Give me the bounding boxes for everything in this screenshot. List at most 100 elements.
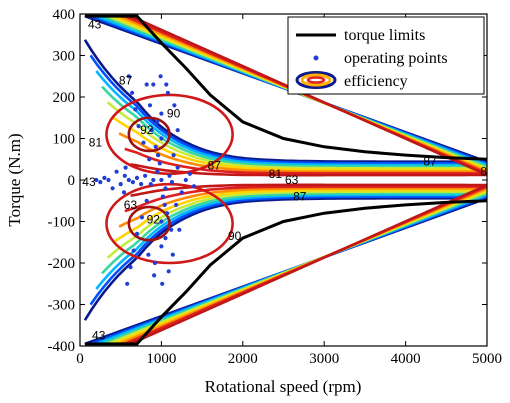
operating-point <box>152 260 157 266</box>
operating-point <box>144 82 149 87</box>
contour-label: 87 <box>208 158 222 172</box>
operating-point <box>160 281 165 286</box>
contour-label: 63 <box>124 198 138 212</box>
operating-point <box>118 182 123 187</box>
x-tick-label: 5000 <box>472 351 502 367</box>
operating-point <box>139 182 144 187</box>
contour-label: 43 <box>92 329 106 343</box>
contour-label: 43 <box>88 17 102 31</box>
contour-label: 92 <box>147 212 161 226</box>
efficiency-contour-line <box>89 195 487 346</box>
operating-point <box>166 269 171 274</box>
efficiency-contour-line <box>129 183 487 346</box>
x-tick-label: 4000 <box>391 351 421 367</box>
operating-point <box>131 248 136 253</box>
operating-point <box>157 161 162 166</box>
operating-point <box>147 157 152 162</box>
operating-point <box>175 128 180 133</box>
operating-point <box>174 202 179 207</box>
contour-label: 92 <box>140 123 154 137</box>
y-tick-label: -100 <box>48 215 76 231</box>
operating-point <box>163 186 168 191</box>
operating-point <box>159 219 164 224</box>
operating-point <box>153 144 158 149</box>
efficiency-contour-line <box>106 190 487 346</box>
operating-point <box>167 173 172 178</box>
operating-point <box>156 153 161 158</box>
operating-point <box>163 236 168 241</box>
operating-point <box>121 190 127 195</box>
efficiency-island-92 <box>127 205 171 242</box>
operating-point <box>148 182 153 187</box>
operating-point <box>165 211 170 216</box>
operating-point <box>151 82 156 87</box>
y-tick-label: 0 <box>68 173 76 189</box>
operating-point <box>122 173 127 178</box>
contour-label: 90 <box>228 229 242 243</box>
operating-point <box>133 107 138 112</box>
torque-limit-curves <box>84 14 487 346</box>
contour-label: 43 <box>82 175 96 189</box>
operating-point <box>169 180 175 185</box>
torque-limit-lower <box>84 199 487 346</box>
efficiency-contour-line <box>118 187 487 346</box>
operating-point <box>177 227 182 232</box>
x-tick-label: 1000 <box>146 351 176 367</box>
operating-point <box>155 169 160 174</box>
contour-label: 87 <box>119 73 133 87</box>
x-tick-label: 2000 <box>228 351 258 367</box>
contour-label: 63 <box>285 173 299 187</box>
legend: torque limits operating points efficienc… <box>287 16 485 95</box>
contour-label: 81 <box>269 167 283 181</box>
legend-torque-limits-label: torque limits <box>344 27 425 44</box>
operating-point <box>149 128 154 133</box>
efficiency-contour-line <box>112 14 487 172</box>
operating-point <box>94 177 99 183</box>
operating-point <box>143 173 148 178</box>
operating-point <box>160 194 166 199</box>
operating-point <box>187 171 192 176</box>
x-axis-title: Rotational speed (rpm) <box>205 377 362 396</box>
y-tick-label: -300 <box>48 298 76 314</box>
efficiency-contour-line <box>118 14 487 173</box>
efficiency-contour-line <box>95 193 487 346</box>
efficiency-contour-line <box>95 14 487 167</box>
contour-label: 87 <box>423 154 437 168</box>
operating-point <box>158 74 163 79</box>
contour-label: 87 <box>293 190 307 204</box>
y-tick-label: 200 <box>53 90 76 106</box>
legend-efficiency-label: efficiency <box>344 73 408 90</box>
operating-point <box>126 74 131 79</box>
operating-point <box>169 227 174 232</box>
y-tick-label: -200 <box>48 256 76 272</box>
efficiency-contour-90 <box>105 182 234 265</box>
operating-point <box>102 175 107 180</box>
operating-point <box>144 198 149 203</box>
operating-points-layer <box>94 74 197 286</box>
x-axis-ticks: 0 1000 2000 3000 4000 5000 <box>76 14 502 367</box>
operating-point <box>183 177 188 183</box>
operating-point <box>164 82 169 87</box>
torque-limit-upper <box>84 14 487 161</box>
operating-point <box>130 180 135 185</box>
contour-label: 81 <box>89 136 103 150</box>
y-axis-title: Torque (N.m) <box>5 133 24 226</box>
operating-point <box>152 273 157 278</box>
operating-point <box>165 90 170 95</box>
efficiency-contour-line <box>83 14 487 163</box>
operating-point <box>151 177 156 183</box>
operating-point <box>110 186 115 191</box>
operating-point <box>114 169 119 174</box>
operating-point <box>159 136 164 141</box>
operating-point <box>130 90 135 95</box>
operating-point <box>159 177 164 183</box>
operating-point <box>141 140 146 145</box>
operating-point <box>191 184 197 189</box>
efficiency-contour-line <box>101 192 487 346</box>
operating-point <box>170 252 175 257</box>
contour-label: 83 <box>480 165 494 179</box>
operating-point <box>134 175 140 180</box>
legend-efficiency-swatch <box>295 71 337 89</box>
y-tick-label: -400 <box>48 339 76 355</box>
x-tick-label: 0 <box>76 351 84 367</box>
